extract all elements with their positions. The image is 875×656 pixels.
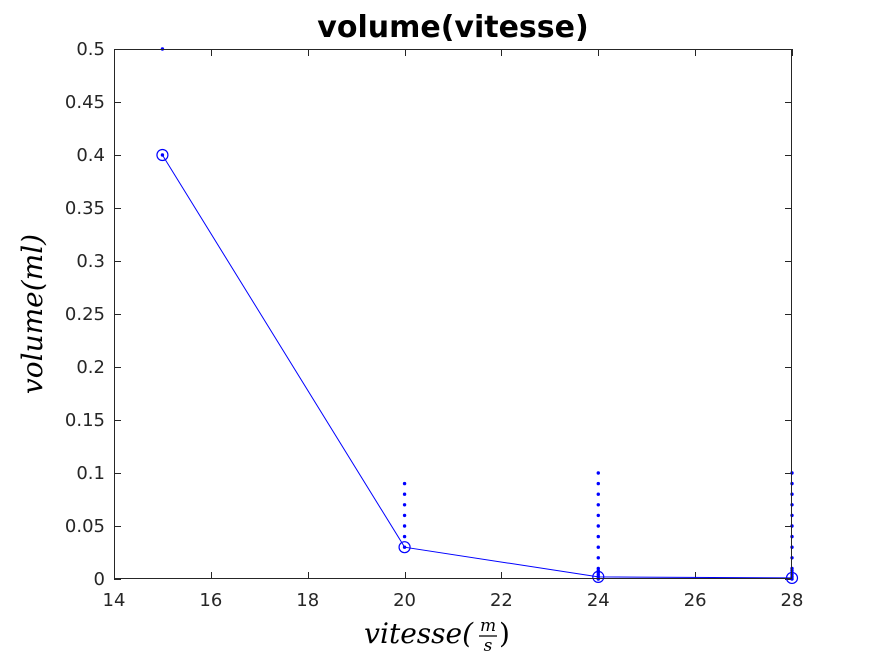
x-tick-label: 24	[587, 590, 610, 611]
x-axis-label-close: )	[499, 617, 510, 650]
y-tick-label: 0.45	[65, 92, 105, 113]
dot-marker	[596, 524, 600, 528]
y-tick-label: 0.15	[65, 410, 105, 431]
y-tick-label: 0.3	[76, 251, 105, 272]
x-axis-label: vitesse( m s )	[364, 616, 510, 656]
dot-marker	[596, 545, 600, 549]
x-axis-label-denominator: s	[484, 636, 493, 656]
dot-marker	[596, 492, 600, 496]
x-tick-label: 14	[103, 590, 126, 611]
x-axis-label-main: vitesse(	[364, 617, 474, 650]
dot-marker	[596, 534, 600, 539]
x-tick-label: 28	[781, 590, 804, 611]
dot-marker	[402, 534, 407, 539]
dot-marker	[596, 556, 600, 560]
dot-marker	[402, 524, 407, 528]
plot-area	[114, 49, 792, 579]
dot-marker	[596, 566, 600, 571]
dot-marker	[402, 492, 407, 496]
x-tick-label: 20	[393, 590, 416, 611]
y-tick-label: 0	[94, 569, 105, 590]
dot-marker	[596, 471, 600, 475]
x-axis-label-numerator: m	[480, 616, 496, 636]
y-tick-label: 0.1	[76, 463, 105, 484]
y-axis-label: volume(ml)	[16, 234, 49, 394]
dot-marker	[402, 545, 407, 549]
dot-marker	[402, 481, 407, 486]
dot-marker	[596, 481, 600, 486]
x-tick-label: 16	[199, 590, 222, 611]
dot-marker	[596, 503, 600, 507]
tick-labels: 14 16 18 20 22 24 26 28 0 0.05 0.1 0.15 0.2 0.25 0.3 0.…	[65, 39, 804, 611]
y-tick-label: 0.25	[65, 304, 105, 325]
x-tick-label: 26	[684, 590, 707, 611]
dot-marker	[596, 513, 600, 518]
y-tick-label: 0.4	[76, 145, 105, 166]
x-tick-label: 22	[490, 590, 513, 611]
dot-marker	[402, 503, 407, 507]
y-tick-label: 0.5	[76, 39, 105, 60]
dot-marker	[402, 513, 407, 518]
series-circle-marker	[156, 148, 169, 162]
y-tick-label: 0.05	[65, 516, 105, 537]
y-tick-label: 0.35	[65, 198, 105, 219]
dot-marker	[160, 153, 165, 157]
y-tick-label: 0.2	[76, 357, 105, 378]
series-line	[161, 154, 793, 579]
series-circle-marker	[398, 541, 411, 554]
plot-frame	[114, 49, 792, 579]
chart-title: volume(vitesse)	[317, 10, 588, 45]
x-tick-label: 18	[296, 590, 319, 611]
